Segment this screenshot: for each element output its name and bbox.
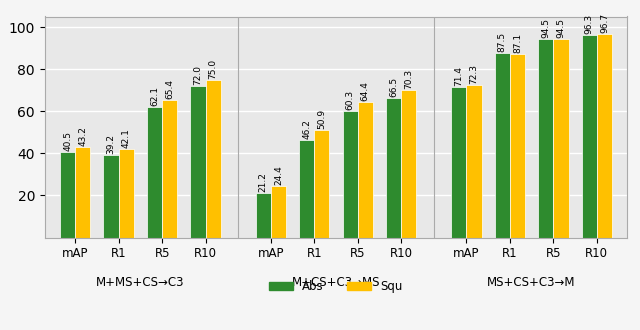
Bar bbox=[76, 147, 90, 238]
Legend: Abs, Squ: Abs, Squ bbox=[264, 276, 408, 298]
Bar bbox=[342, 111, 358, 238]
Text: 70.3: 70.3 bbox=[404, 68, 413, 88]
Text: 62.1: 62.1 bbox=[150, 86, 159, 106]
Bar bbox=[467, 85, 482, 238]
Text: 94.5: 94.5 bbox=[541, 17, 550, 38]
Bar bbox=[147, 107, 162, 238]
Bar bbox=[401, 89, 417, 238]
Bar bbox=[162, 100, 177, 238]
Text: 21.2: 21.2 bbox=[259, 172, 268, 192]
Text: 64.4: 64.4 bbox=[361, 81, 370, 101]
Text: 65.4: 65.4 bbox=[165, 79, 174, 99]
Bar bbox=[495, 53, 510, 238]
Bar bbox=[299, 140, 314, 238]
Text: 60.3: 60.3 bbox=[346, 89, 355, 110]
Text: 87.1: 87.1 bbox=[513, 33, 522, 53]
Text: 42.1: 42.1 bbox=[122, 128, 131, 148]
Text: 46.2: 46.2 bbox=[302, 119, 311, 139]
Bar bbox=[358, 102, 373, 238]
Text: 39.2: 39.2 bbox=[107, 134, 116, 154]
Bar bbox=[510, 54, 525, 238]
Bar bbox=[554, 39, 568, 238]
Bar bbox=[451, 87, 467, 238]
Text: 43.2: 43.2 bbox=[78, 126, 87, 146]
Text: MS+CS+C3→M: MS+CS+C3→M bbox=[487, 276, 576, 288]
Text: 96.3: 96.3 bbox=[585, 14, 594, 34]
Text: 96.7: 96.7 bbox=[600, 13, 609, 33]
Text: 24.4: 24.4 bbox=[274, 165, 283, 185]
Bar bbox=[205, 80, 221, 238]
Text: 75.0: 75.0 bbox=[209, 58, 218, 79]
Bar bbox=[538, 39, 554, 238]
Bar bbox=[582, 35, 596, 238]
Text: M+MS+CS→C3: M+MS+CS→C3 bbox=[96, 276, 185, 288]
Text: 66.5: 66.5 bbox=[389, 76, 398, 96]
Text: 72.3: 72.3 bbox=[470, 64, 479, 84]
Bar bbox=[314, 130, 330, 238]
Bar bbox=[386, 98, 401, 238]
Text: 72.0: 72.0 bbox=[193, 65, 202, 85]
Bar bbox=[271, 186, 286, 238]
Text: 40.5: 40.5 bbox=[63, 131, 72, 151]
Bar bbox=[118, 149, 134, 238]
Text: M+CS+C3→MS: M+CS+C3→MS bbox=[292, 276, 380, 288]
Bar bbox=[191, 86, 205, 238]
Text: 71.4: 71.4 bbox=[454, 66, 463, 86]
Text: 50.9: 50.9 bbox=[317, 109, 326, 129]
Text: 94.5: 94.5 bbox=[556, 17, 565, 38]
Bar bbox=[596, 34, 612, 238]
Text: 87.5: 87.5 bbox=[498, 32, 507, 52]
Bar bbox=[104, 155, 118, 238]
Bar bbox=[60, 152, 76, 238]
Bar bbox=[255, 193, 271, 238]
